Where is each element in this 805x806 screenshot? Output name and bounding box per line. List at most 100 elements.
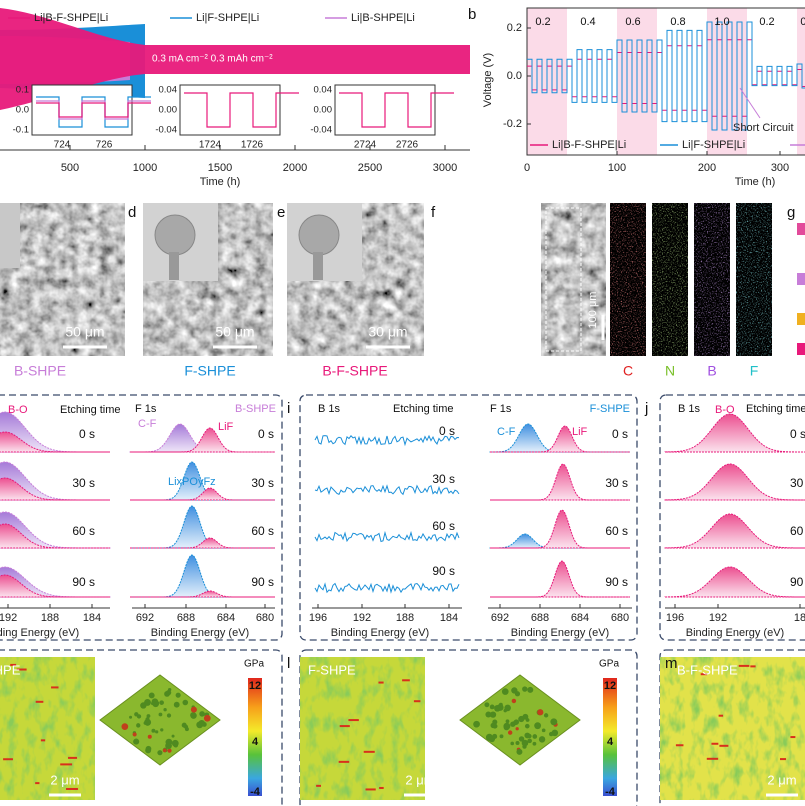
x-tick-label: 1500 [208, 162, 232, 174]
current-density: 0.3 mA cm⁻² 0.3 mAh cm⁻² [152, 54, 273, 65]
eds-tint [694, 203, 730, 356]
inset-y-tick: 0.0 [16, 105, 29, 116]
surface-texture [524, 723, 530, 729]
inset-x-tick: 1726 [241, 140, 264, 151]
chart-fragment [797, 343, 805, 355]
time-label: 30 s [605, 476, 628, 490]
xps-peak [0, 431, 110, 453]
hotspot [790, 736, 796, 739]
surface-texture [543, 713, 549, 718]
modulus-map [0, 657, 95, 800]
y-tick-label: -0.2 [503, 118, 522, 130]
panel-label: f [431, 204, 436, 221]
peak-label: LiF [572, 426, 588, 438]
element-label: B [707, 363, 716, 379]
x-tick-label: 500 [61, 162, 79, 174]
hotspot [700, 673, 708, 676]
surface-texture [151, 701, 155, 706]
y-axis-title: Voltage (V) [482, 53, 494, 107]
eds-tint [610, 203, 646, 356]
inset-y-tick: -0.04 [310, 125, 332, 136]
hotspot [338, 760, 350, 763]
x-tick-label: 1000 [133, 162, 157, 174]
time-label: 60 [790, 524, 804, 538]
x-tick-label: 2000 [283, 162, 307, 174]
rate-band [797, 8, 805, 155]
scale-bar-label: 50 μm [65, 324, 104, 340]
element-label: N [665, 363, 675, 379]
xps-peak [130, 590, 275, 598]
panel-box [299, 649, 638, 806]
inset-y-tick: 0.1 [16, 85, 29, 96]
surface-texture [522, 713, 529, 720]
panel-box [0, 649, 283, 806]
hotspot [339, 725, 350, 728]
noise-trace [314, 582, 460, 594]
x-tick-label: 688 [531, 612, 549, 624]
surface-texture [513, 719, 520, 725]
xps-peak [490, 509, 630, 549]
hotspot [706, 757, 719, 760]
region-label: B 1s [678, 403, 701, 415]
scale-bar-label: 2 μm [50, 772, 79, 787]
surface-texture [494, 705, 501, 712]
peak-label: LiF [218, 421, 234, 433]
hotspot [35, 700, 44, 703]
peak-label: C-F [138, 418, 157, 430]
colorbar-tick: 4 [607, 736, 614, 748]
hotspot [51, 686, 59, 689]
surface-texture [515, 740, 520, 746]
time-label: 30 s [432, 472, 455, 486]
sample-label: B-SHPE [235, 403, 276, 415]
eds-tint [652, 203, 688, 356]
hotspot [365, 788, 376, 791]
hotspot [402, 679, 410, 682]
x-tick-label: 692 [491, 612, 509, 624]
surface-texture [136, 723, 140, 727]
x-tick-label: 196 [309, 612, 327, 624]
surface-texture [198, 719, 206, 727]
surface-texture [492, 733, 498, 739]
hotspot [379, 786, 384, 789]
surface-texture [121, 723, 129, 730]
sample-label: F-SHPE [590, 403, 630, 415]
rate-label: 1.0 [714, 16, 729, 28]
xps-peak [664, 513, 805, 549]
surface-texture [203, 714, 211, 722]
surface-texture [158, 712, 163, 717]
hotspot [316, 784, 321, 787]
etch-label: Etching time [746, 403, 805, 415]
surface-texture [190, 712, 197, 719]
annotation-arrow [739, 87, 761, 119]
surface-texture [155, 701, 160, 706]
voltage-trace [527, 39, 805, 117]
surface-texture [145, 747, 152, 754]
x-tick-label: 188 [396, 612, 414, 624]
hotspot [750, 665, 756, 668]
surface-texture [165, 742, 172, 750]
region-label: B 1s [318, 403, 341, 415]
surface-texture [132, 732, 137, 737]
surface-texture [167, 748, 172, 753]
inset-y-tick: 0.04 [314, 85, 333, 96]
rate-label: 0.2 [535, 16, 550, 28]
surface-texture [160, 728, 164, 732]
inset-y-tick: -0.04 [155, 125, 177, 136]
xps-peak [130, 427, 275, 453]
inset-y-tick: 0.00 [314, 105, 333, 116]
inset-y-tick: 0.00 [159, 105, 178, 116]
surface-texture [541, 728, 546, 733]
hotspot [10, 663, 17, 666]
colorbar [603, 678, 617, 796]
xps-peak [664, 413, 805, 453]
time-label: 90 s [251, 575, 274, 589]
element-label: F [750, 363, 759, 379]
rate-label: 0.4 [580, 16, 595, 28]
rate-label: 0.4 [800, 16, 805, 28]
time-label: 30 s [72, 476, 95, 490]
x-axis-title: Binding Energy (eV) [686, 627, 784, 639]
x-tick-label: 200 [698, 162, 716, 174]
surface-texture [133, 738, 140, 745]
inset-x-tick: 726 [96, 140, 113, 151]
